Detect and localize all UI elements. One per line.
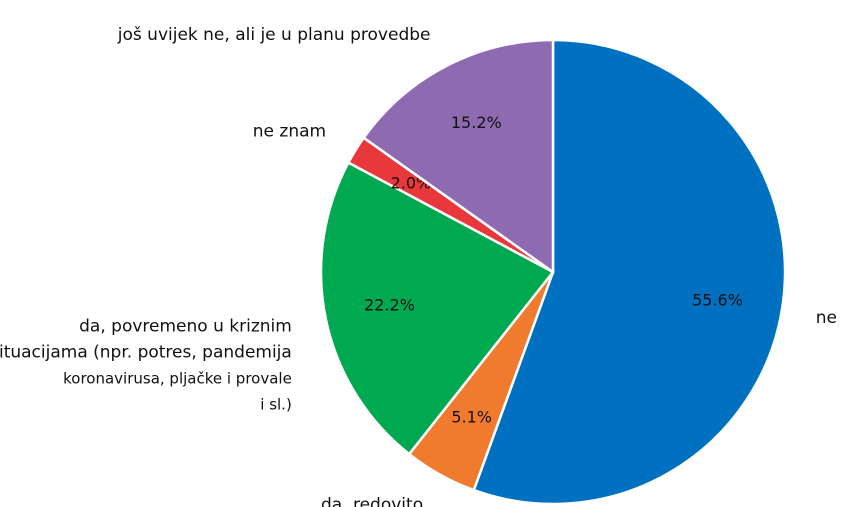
category-label: da, povremeno u kriznim situacijama (npr.…: [0, 316, 292, 413]
label-line: situacijama (npr. potres, pandemija: [0, 342, 292, 362]
category-label: ne znam: [253, 122, 326, 142]
label-line: koronavirusa, pljačke i provale: [63, 369, 292, 387]
category-label: ne: [816, 308, 837, 328]
percent-label: 15.2%: [451, 113, 502, 132]
label-line: da, redovito: [321, 495, 423, 507]
category-label: da, redovito: [321, 495, 423, 507]
pie-slice: [319, 160, 555, 456]
label-line: i sl.): [260, 395, 292, 413]
percent-label: 5.1%: [451, 407, 492, 426]
category-label: još uvijek ne, ali je u planu provedbe: [117, 25, 431, 45]
percent-label: 22.2%: [364, 296, 415, 315]
pie-slice: [472, 38, 787, 506]
label-line: još uvijek ne, ali je u planu provedbe: [117, 25, 431, 45]
label-line: ne: [816, 308, 837, 328]
percent-label: 55.6%: [692, 290, 743, 309]
pie-slice: [361, 38, 555, 275]
label-line: ne znam: [253, 122, 326, 142]
label-line: da, povremeno u kriznim: [79, 316, 292, 336]
